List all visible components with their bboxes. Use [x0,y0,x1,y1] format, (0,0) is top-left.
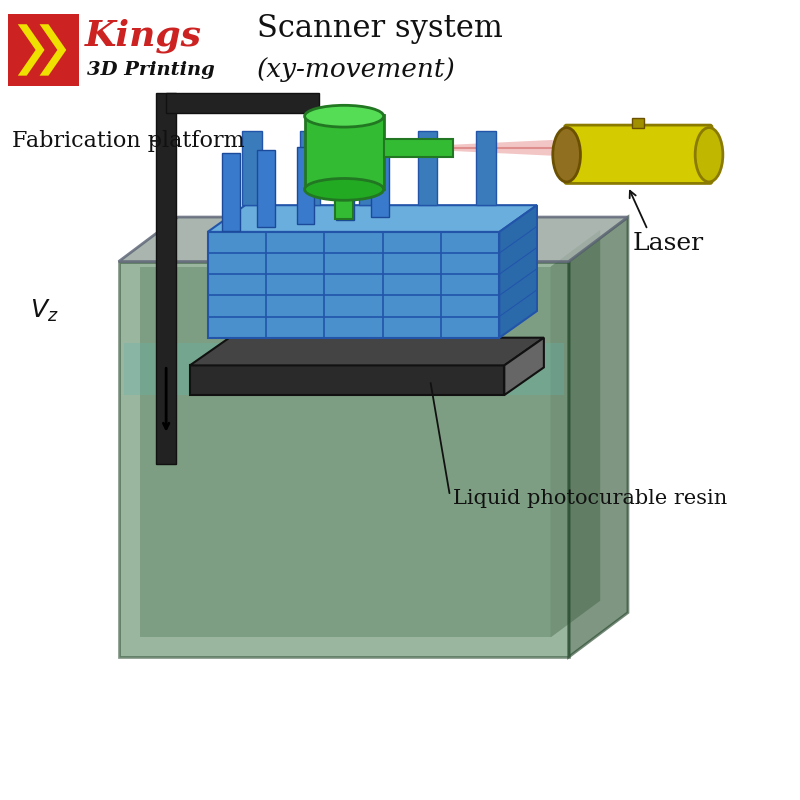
Bar [166,94,319,114]
FancyBboxPatch shape [565,125,712,183]
Text: Kings: Kings [85,18,202,53]
Text: Scanner system: Scanner system [257,13,503,44]
Ellipse shape [305,106,384,127]
Text: Laser: Laser [633,232,704,255]
Bar [336,143,354,220]
Text: (xy-movement): (xy-movement) [257,58,456,82]
Polygon shape [569,217,628,657]
Bar [141,266,550,638]
Polygon shape [18,24,45,76]
Bar [632,118,644,128]
Bar [190,366,504,395]
Bar [418,131,438,205]
Polygon shape [118,217,628,262]
Polygon shape [39,24,66,76]
Polygon shape [208,205,537,232]
Polygon shape [504,338,544,395]
Bar [8,14,79,86]
Bar [222,154,240,230]
Bar [301,131,320,205]
Bar [156,94,176,464]
Bar [476,131,496,205]
Bar [384,139,453,157]
Bar [118,262,569,657]
Text: $V_z$: $V_z$ [30,298,58,324]
Text: Fabrication platform: Fabrication platform [12,130,245,152]
Polygon shape [453,140,553,156]
Polygon shape [499,205,537,338]
Bar [297,146,314,224]
Polygon shape [550,230,600,638]
Bar [371,140,389,217]
Bar [335,190,353,219]
Bar [257,150,275,227]
Ellipse shape [305,178,384,200]
Bar [305,115,384,190]
Text: 3D Printing: 3D Printing [87,61,214,79]
Ellipse shape [553,127,581,182]
Ellipse shape [695,127,723,182]
Polygon shape [190,338,544,366]
Text: Liquid photocurable resin: Liquid photocurable resin [453,490,727,508]
Bar [208,232,499,338]
Bar [242,131,262,205]
Bar [124,342,564,395]
Bar [359,131,379,205]
